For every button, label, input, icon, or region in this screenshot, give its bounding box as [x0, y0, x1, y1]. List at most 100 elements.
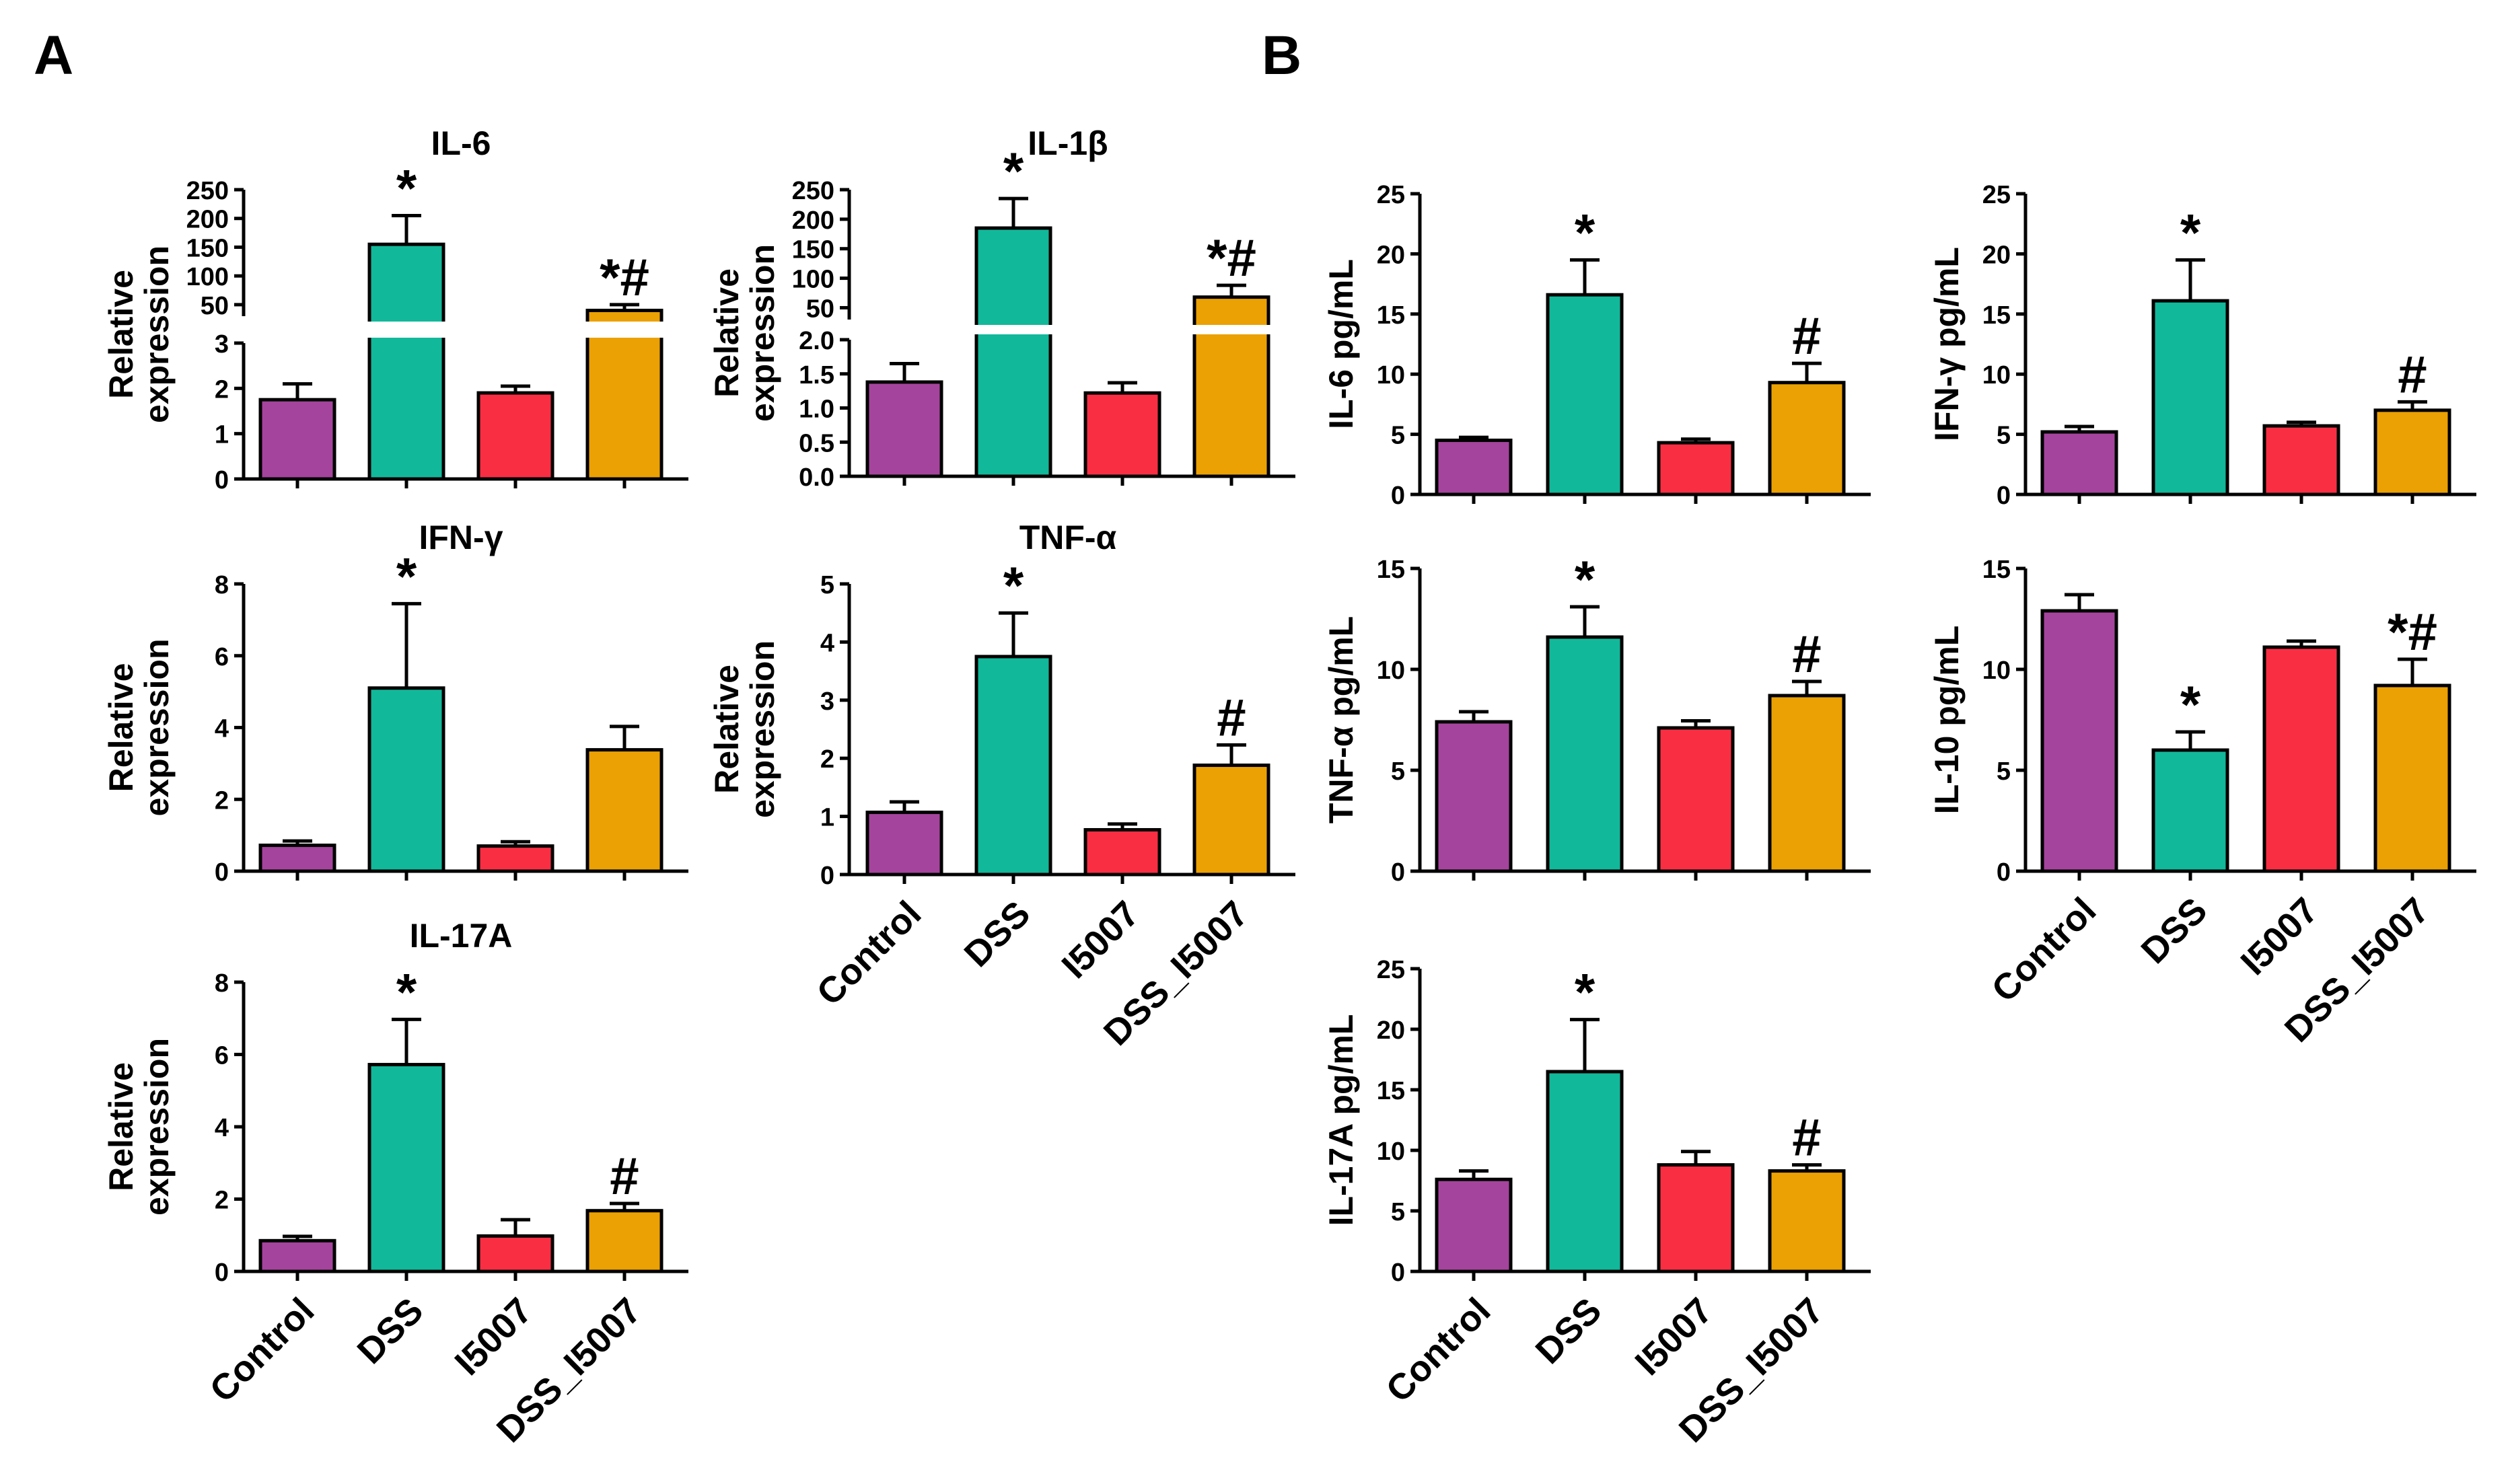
y-tick-label: 100	[186, 263, 229, 291]
significance-mark: *	[396, 962, 417, 1021]
bar-dss	[1546, 1070, 1624, 1273]
y-tick-label: 0	[215, 1259, 229, 1287]
y-tick-label: 50	[806, 295, 834, 323]
panel-label-b: B	[1262, 25, 1301, 86]
y-tick-label: 0	[1391, 482, 1405, 510]
y-tick-label: 50	[201, 292, 229, 320]
bar-control	[2040, 609, 2118, 873]
significance-mark: *	[1575, 550, 1595, 609]
x-tick-label: I5007	[1054, 893, 1147, 986]
bar-control	[865, 380, 943, 478]
y-tick-label: 10	[1982, 657, 2011, 685]
bar-dss-i5007	[585, 308, 664, 481]
y-tick-label: 10	[1377, 657, 1405, 685]
y-tick-label: 10	[1377, 361, 1405, 389]
significance-mark: *#	[600, 248, 649, 307]
y-axis-label: expression	[138, 1038, 176, 1216]
x-tick-label: I5007	[1628, 1290, 1721, 1383]
y-axis-label: Relative	[102, 270, 140, 399]
bar-dss	[2151, 299, 2229, 496]
y-axis-label: IL-6 pg/mL	[1322, 259, 1360, 429]
x-tick-label: I5007	[2233, 890, 2326, 983]
y-axis-label: IFN-γ pg/mL	[1928, 247, 1966, 441]
y-tick-label: 5	[1391, 422, 1405, 450]
bar-dss-i5007	[1192, 295, 1270, 478]
y-tick-label: 1.5	[799, 361, 834, 389]
y-tick-label: 200	[792, 207, 834, 235]
y-tick-label: 25	[1982, 181, 2011, 209]
y-tick-label: 0	[1391, 1259, 1405, 1287]
y-axis-label: Relative	[102, 1062, 140, 1191]
significance-mark: *	[1575, 202, 1595, 262]
y-axis-label: expression	[138, 638, 176, 816]
y-tick-label: 2	[215, 786, 229, 815]
y-axis-label: IL-10 pg/mL	[1928, 626, 1966, 815]
bar-dss-i5007	[1768, 1169, 1846, 1273]
bar-dss	[367, 1063, 445, 1273]
y-tick-label: 0.0	[799, 463, 834, 492]
y-tick-label: 150	[792, 236, 834, 264]
significance-mark: #	[1792, 306, 1821, 365]
x-tick-label: I5007	[447, 1290, 540, 1383]
y-tick-label: 15	[1377, 1077, 1405, 1105]
chart-b-ifng: IFN-γ pg/mL 0 5 10 15 20 25 * #	[1928, 181, 2476, 510]
bar-dss-i5007	[2373, 408, 2451, 496]
chart-title: IL-17A	[410, 917, 513, 955]
bar-control	[865, 811, 943, 877]
chart-title: TNF-α	[1019, 519, 1117, 556]
y-tick-label: 15	[1377, 556, 1405, 584]
y-axis-label: expression	[744, 244, 781, 422]
y-tick-label: 0	[215, 466, 229, 494]
bar-i5007	[1657, 726, 1735, 873]
bar-dss	[2151, 748, 2229, 873]
y-tick-label: 5	[1997, 757, 2011, 786]
y-tick-label: 15	[1982, 301, 2011, 330]
y-tick-label: 8	[215, 969, 229, 998]
y-tick-label: 2.0	[799, 327, 834, 355]
axis-break-gap	[1192, 325, 1271, 334]
bar-i5007	[2262, 645, 2340, 873]
significance-mark: *	[2180, 202, 2201, 262]
y-tick-label: 20	[1377, 1016, 1405, 1045]
bar-control	[1435, 1177, 1513, 1273]
y-axis-label: expression	[744, 640, 781, 818]
bar-i5007	[476, 844, 554, 873]
y-tick-label: 0	[215, 858, 229, 887]
bar-dss	[974, 226, 1052, 478]
x-tick-label: Control	[1984, 890, 2104, 1010]
bar-dss	[367, 686, 445, 873]
significance-mark: *	[396, 158, 417, 217]
bar-dss	[367, 242, 445, 481]
axis-break-gap	[585, 322, 664, 338]
panel-label-a: A	[34, 25, 73, 86]
y-tick-label: 3	[820, 688, 834, 716]
y-tick-label: 4	[215, 715, 229, 743]
bar-dss-i5007	[585, 748, 664, 873]
bar-dss-i5007	[1192, 764, 1270, 877]
y-tick-label: 0	[820, 862, 834, 890]
significance-mark: #	[2398, 344, 2427, 404]
y-axis-label: TNF-α pg/mL	[1322, 616, 1360, 823]
y-axis-label: IL-17A pg/mL	[1322, 1014, 1360, 1226]
y-tick-label: 4	[215, 1114, 229, 1142]
axis-break-gap	[974, 325, 1053, 334]
y-axis-label: Relative	[708, 665, 746, 794]
y-tick-label: 5	[1997, 422, 2011, 450]
bar-i5007	[476, 1234, 554, 1273]
y-tick-label: 15	[1982, 556, 2011, 584]
bar-dss	[1546, 293, 1624, 496]
significance-mark: *	[2180, 675, 2201, 734]
y-tick-label: 10	[1982, 361, 2011, 389]
significance-mark: *	[1575, 963, 1595, 1022]
y-tick-label: 25	[1377, 181, 1405, 209]
bar-dss-i5007	[2373, 683, 2451, 873]
y-tick-label: 20	[1377, 241, 1405, 269]
bar-control	[258, 844, 336, 873]
bar-control	[2040, 430, 2118, 496]
bar-i5007	[1657, 441, 1735, 496]
significance-mark: *	[1003, 141, 1024, 200]
y-tick-label: 150	[186, 234, 229, 262]
